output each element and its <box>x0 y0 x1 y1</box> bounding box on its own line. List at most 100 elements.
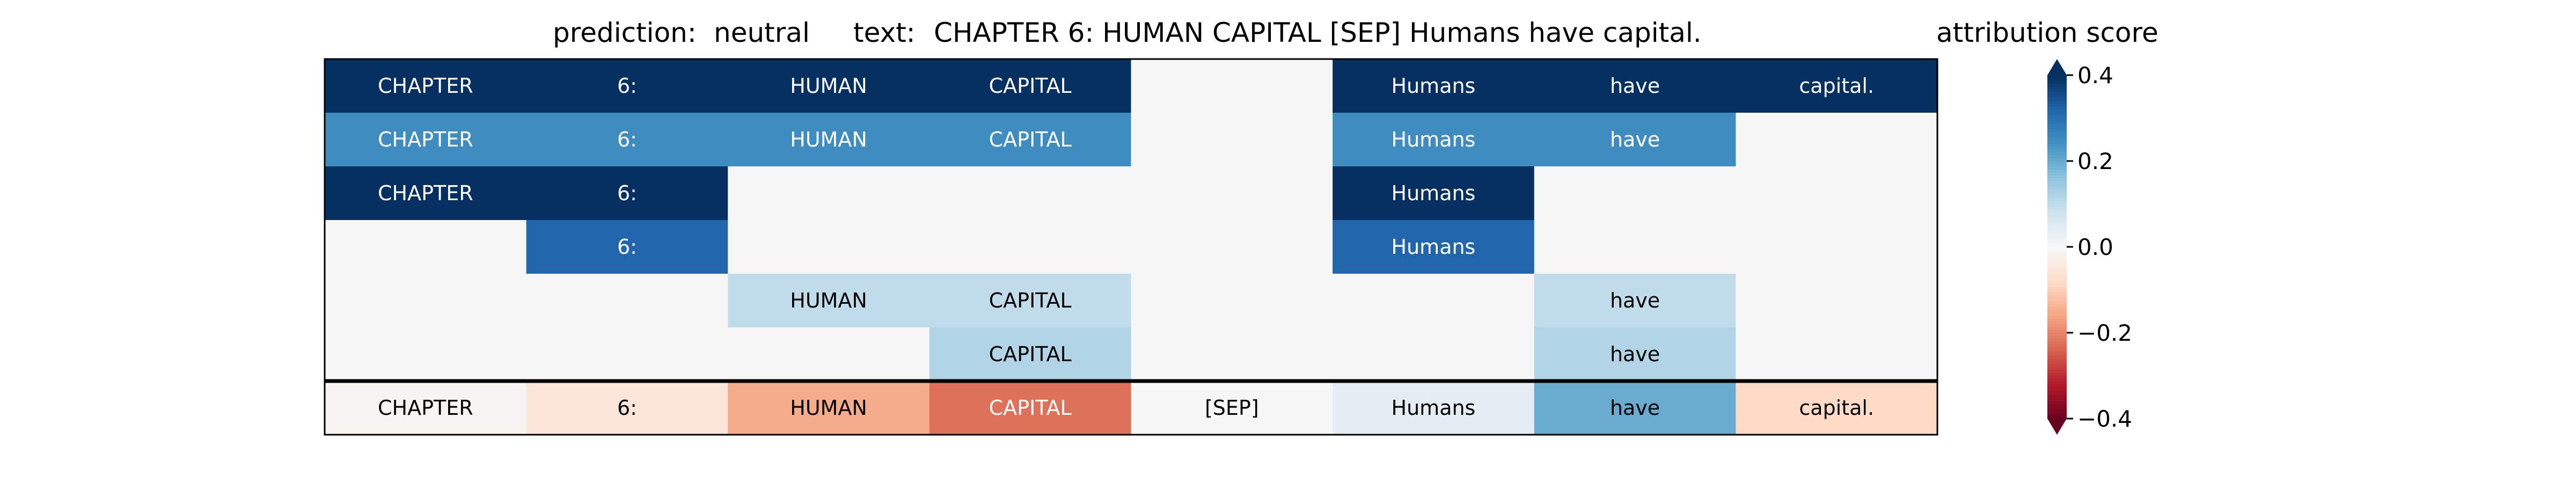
colorbar-segment <box>2047 361 2067 365</box>
colorbar-tick-label: 0.2 <box>2077 148 2113 174</box>
colorbar-segment <box>2047 355 2067 359</box>
colorbar-label: attribution score <box>1936 17 2158 48</box>
colorbar-segment <box>2047 304 2067 308</box>
colorbar-segment <box>2047 378 2067 382</box>
colorbar-segment <box>2047 155 2067 159</box>
heatmap-cell <box>526 59 728 113</box>
colorbar-segment <box>2047 129 2067 133</box>
colorbar-tick-label: −0.2 <box>2077 320 2132 346</box>
colorbar-segment <box>2047 204 2067 208</box>
colorbar-segment <box>2047 175 2067 179</box>
heatmap-cell-labels: CHAPTER 6: HUMAN CAPITAL Humans have capital. C… <box>378 74 1874 420</box>
heatmap-cell <box>1333 113 1535 167</box>
heatmap-cell <box>1534 327 1736 382</box>
colorbar-segment <box>2047 393 2067 397</box>
cell-token-label: HUMAN <box>790 74 867 98</box>
colorbar-segment <box>2047 341 2067 345</box>
colorbar-extend-max <box>2047 59 2067 75</box>
colorbar-segment <box>2047 75 2067 79</box>
colorbar-segment <box>2047 161 2067 165</box>
cell-token-label: CHAPTER <box>378 181 473 205</box>
colorbar-segment <box>2047 86 2067 90</box>
colorbar-segment <box>2047 252 2067 256</box>
colorbar-segment <box>2047 415 2067 419</box>
heatmap-cell <box>1333 220 1535 274</box>
heatmap-cell <box>728 166 930 221</box>
colorbar-segment <box>2047 109 2067 113</box>
colorbar-segment <box>2047 241 2067 245</box>
colorbar-segment <box>2047 321 2067 325</box>
colorbar-segment <box>2047 273 2067 276</box>
colorbar-segment <box>2047 278 2067 282</box>
colorbar-segment <box>2047 147 2067 150</box>
heatmap-cell <box>1131 274 1333 328</box>
colorbar-segment <box>2047 192 2067 196</box>
cell-token-label: CHAPTER <box>378 128 473 151</box>
colorbar-ticks: 0.4 0.2 0.0 −0.2 −0.4 <box>2067 62 2132 432</box>
colorbar-segment <box>2047 230 2067 233</box>
cell-token-label: CAPITAL <box>989 128 1072 151</box>
heatmap-cell <box>325 113 527 167</box>
colorbar-tick-label: −0.4 <box>2077 406 2132 432</box>
colorbar-segment <box>2047 198 2067 202</box>
colorbar-segment <box>2047 184 2067 187</box>
heatmap-cell <box>1534 113 1736 167</box>
colorbar-segment <box>2047 201 2067 204</box>
colorbar-segment <box>2047 298 2067 302</box>
heatmap-cell <box>1333 274 1535 328</box>
colorbar-segment <box>2047 238 2067 242</box>
colorbar-segment <box>2047 149 2067 153</box>
heatmap-cell <box>325 327 527 382</box>
attribution-cell <box>1131 381 1333 435</box>
colorbar-segment <box>2047 350 2067 354</box>
colorbar-segment <box>2047 318 2067 322</box>
heatmap-cell <box>1131 59 1333 113</box>
heatmap-cell <box>325 220 527 274</box>
heatmap-cell <box>1333 59 1535 113</box>
colorbar-segment <box>2047 255 2067 259</box>
colorbar-extend-min <box>2047 419 2067 435</box>
attribution-token-label: CAPITAL <box>989 396 1072 420</box>
heatmap-cell <box>1736 59 1938 113</box>
colorbar-segment <box>2047 158 2067 162</box>
colorbar-segment <box>2047 215 2067 219</box>
heatmap-cell <box>929 113 1132 167</box>
attribution-token-label: 6: <box>617 396 637 420</box>
title-prediction-label: prediction: <box>553 17 697 48</box>
heatmap-cell <box>929 274 1132 328</box>
colorbar-segment <box>2047 144 2067 148</box>
cell-token-label: 6: <box>617 181 637 205</box>
heatmap-cell <box>325 274 527 328</box>
colorbar-segment <box>2047 358 2067 362</box>
heatmap-cell <box>1736 220 1938 274</box>
title-prediction-value: neutral <box>714 17 810 48</box>
colorbar-segment <box>2047 353 2067 356</box>
heatmap-cell <box>526 166 728 221</box>
colorbar-segment <box>2047 95 2067 99</box>
colorbar-gradient <box>2047 75 2067 419</box>
colorbar-segment <box>2047 121 2067 125</box>
cell-token-label: have <box>1610 74 1660 98</box>
colorbar-segment <box>2047 112 2067 116</box>
colorbar-segment <box>2047 413 2067 416</box>
colorbar-segment <box>2047 78 2067 82</box>
colorbar-segment <box>2047 290 2067 294</box>
colorbar-segment <box>2047 384 2067 388</box>
colorbar-segment <box>2047 141 2067 144</box>
colorbar-segment <box>2047 170 2067 173</box>
cell-token-label: Humans <box>1392 235 1476 259</box>
cell-token-label: CAPITAL <box>989 74 1072 98</box>
colorbar-segment <box>2047 104 2067 107</box>
colorbar-segment <box>2047 292 2067 296</box>
colorbar-segment <box>2047 98 2067 101</box>
colorbar-segment <box>2047 307 2067 311</box>
colorbar-segment <box>2047 187 2067 191</box>
colorbar-segment <box>2047 347 2067 350</box>
cell-token-label: 6: <box>617 128 637 151</box>
attribution-cell <box>929 381 1132 435</box>
colorbar-segment <box>2047 264 2067 268</box>
colorbar-segment <box>2047 250 2067 253</box>
colorbar-segment <box>2047 123 2067 127</box>
colorbar-segment <box>2047 261 2067 265</box>
attribution-cell <box>1534 381 1736 435</box>
